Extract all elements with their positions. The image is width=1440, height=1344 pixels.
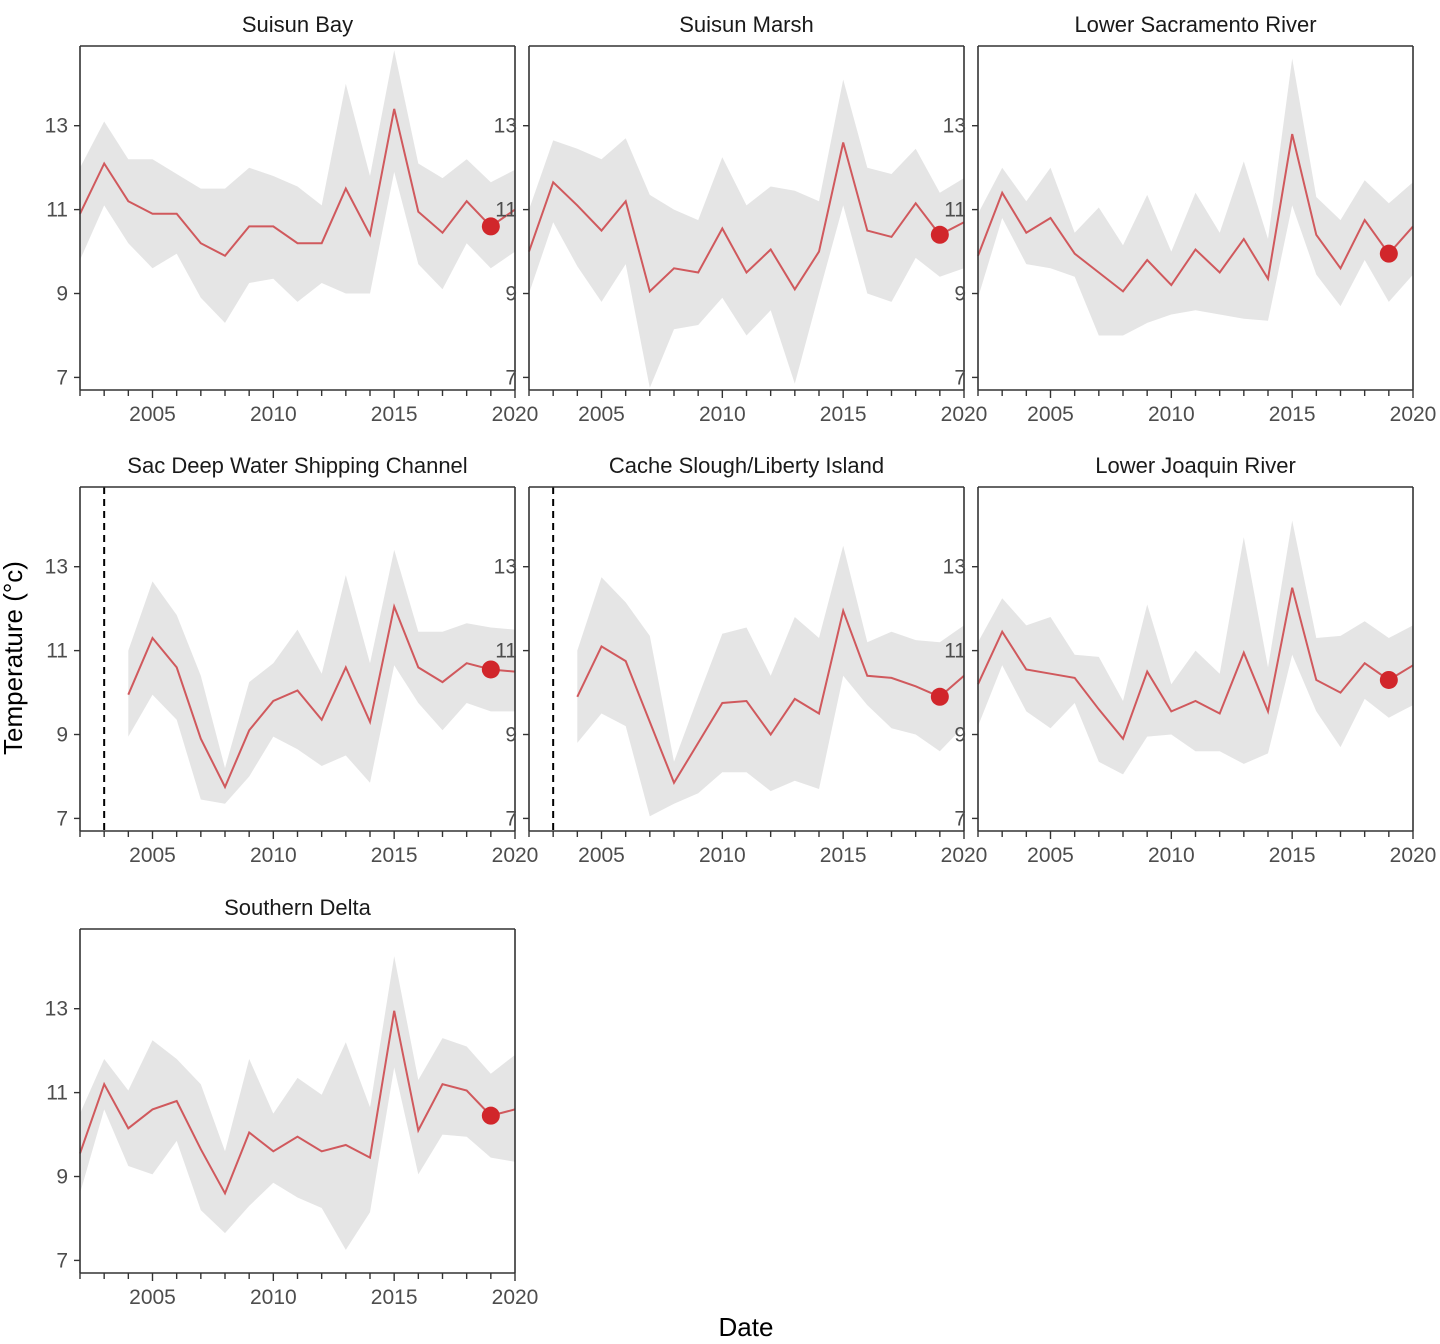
x-tick-label: 2005 — [129, 844, 176, 867]
x-tick-label: 2010 — [1148, 844, 1195, 867]
y-tick-label: 7 — [56, 366, 68, 389]
y-tick-label: 13 — [45, 556, 68, 579]
mean-line — [576, 607, 965, 786]
y-tick-label: 9 — [505, 724, 517, 747]
confidence-ribbon — [577, 545, 964, 817]
y-tick-label: 7 — [56, 807, 68, 830]
panel-6: 2005 2010 2015 2020 7 9 11 13 Lower Joaquin Rive… — [943, 453, 1437, 867]
mean-line — [79, 108, 516, 258]
panel-title: Southern Delta — [224, 895, 372, 920]
x-tick-label: 2010 — [250, 1286, 297, 1309]
y-tick-label: 9 — [56, 1166, 68, 1189]
confidence-ribbon — [80, 50, 515, 323]
x-tick-label: 2005 — [129, 403, 176, 426]
x-tick-label: 2020 — [1390, 844, 1437, 867]
y-tick-label: 11 — [46, 199, 68, 222]
y-tick-label: 7 — [954, 366, 966, 389]
panel-title: Lower Joaquin River — [1095, 453, 1296, 478]
confidence-ribbon — [978, 520, 1413, 775]
highlight-point — [481, 1106, 500, 1125]
highlight-point — [930, 687, 949, 706]
x-tick-label: 2015 — [820, 844, 867, 867]
y-tick-label: 11 — [46, 640, 68, 663]
panel-4: 2005 2010 2015 2020 7 9 11 13 Sac Deep Water Shi… — [45, 453, 539, 867]
panel-title: Sac Deep Water Shipping Channel — [127, 453, 467, 478]
highlight-point — [481, 660, 500, 679]
y-tick-label: 13 — [45, 115, 68, 138]
y-tick-label: 9 — [56, 283, 68, 306]
x-tick-label: 2020 — [1390, 403, 1437, 426]
x-tick-label: 2020 — [941, 403, 988, 426]
x-tick-label: 2020 — [492, 403, 539, 426]
x-tick-label: 2010 — [699, 403, 746, 426]
x-tick-label: 2005 — [129, 1286, 176, 1309]
confidence-ribbon — [978, 58, 1413, 336]
y-tick-label: 9 — [505, 283, 517, 306]
x-tick-label: 2005 — [1027, 844, 1074, 867]
panel-title: Cache Slough/Liberty Island — [609, 453, 884, 478]
confidence-ribbon — [529, 79, 964, 388]
y-tick-label: 11 — [944, 199, 966, 222]
y-tick-label: 13 — [45, 998, 68, 1021]
highlight-point — [1379, 670, 1398, 689]
mean-line — [528, 142, 965, 294]
panel-2: 2005 2010 2015 2020 7 9 11 13 Suisun Marsh — [494, 12, 988, 426]
mean-line — [977, 587, 1414, 741]
highlight-point — [930, 225, 949, 244]
x-tick-label: 2020 — [492, 1286, 539, 1309]
x-tick-label: 2005 — [578, 403, 625, 426]
panel-3: 2005 2010 2015 2020 7 9 11 13 Lower Sacramento R… — [943, 12, 1437, 426]
panels: 2005 2010 2015 2020 7 9 11 13 Suisun Bay 2005 2010… — [45, 12, 1437, 1309]
panel-title: Suisun Bay — [242, 12, 353, 37]
x-tick-label: 2015 — [371, 1286, 418, 1309]
x-tick-label: 2010 — [250, 403, 297, 426]
x-tick-label: 2015 — [1269, 403, 1316, 426]
y-tick-label: 7 — [505, 366, 517, 389]
x-tick-label: 2010 — [250, 844, 297, 867]
y-tick-label: 7 — [954, 807, 966, 830]
highlight-point — [481, 217, 500, 236]
x-axis-title: Date — [719, 1312, 774, 1342]
mean-line — [79, 1010, 516, 1196]
y-tick-label: 11 — [46, 1082, 68, 1105]
x-tick-label: 2020 — [941, 844, 988, 867]
y-tick-label: 13 — [494, 115, 517, 138]
mean-line — [977, 133, 1414, 293]
panel-title: Lower Sacramento River — [1074, 12, 1316, 37]
x-tick-label: 2015 — [820, 403, 867, 426]
highlight-point — [1379, 244, 1398, 263]
y-tick-label: 7 — [56, 1249, 68, 1272]
x-tick-label: 2010 — [1148, 403, 1195, 426]
y-tick-label: 7 — [505, 807, 517, 830]
panel-5: 2005 2010 2015 2020 7 9 11 13 Cache Slough/Liber… — [494, 453, 988, 867]
x-tick-label: 2015 — [1269, 844, 1316, 867]
panel-7: 2005 2010 2015 2020 7 9 11 13 Southern Delta — [45, 895, 539, 1309]
y-tick-label: 13 — [943, 556, 966, 579]
y-tick-label: 9 — [954, 283, 966, 306]
x-tick-label: 2005 — [578, 844, 625, 867]
x-tick-label: 2010 — [699, 844, 746, 867]
x-tick-label: 2015 — [371, 403, 418, 426]
y-tick-label: 11 — [495, 199, 517, 222]
y-axis-title: Temperature (°c) — [0, 561, 28, 755]
panel-title: Suisun Marsh — [679, 12, 814, 37]
y-tick-label: 9 — [954, 724, 966, 747]
confidence-ribbon — [80, 956, 515, 1250]
y-tick-label: 13 — [494, 556, 517, 579]
y-tick-label: 13 — [943, 115, 966, 138]
confidence-ribbon — [128, 549, 516, 804]
y-tick-label: 9 — [56, 724, 68, 747]
panel-1: 2005 2010 2015 2020 7 9 11 13 Suisun Bay — [45, 12, 539, 426]
x-tick-label: 2005 — [1027, 403, 1074, 426]
x-tick-label: 2020 — [492, 844, 539, 867]
mean-line — [127, 603, 516, 790]
y-tick-label: 11 — [944, 640, 966, 663]
y-tick-label: 11 — [495, 640, 517, 663]
x-tick-label: 2015 — [371, 844, 418, 867]
